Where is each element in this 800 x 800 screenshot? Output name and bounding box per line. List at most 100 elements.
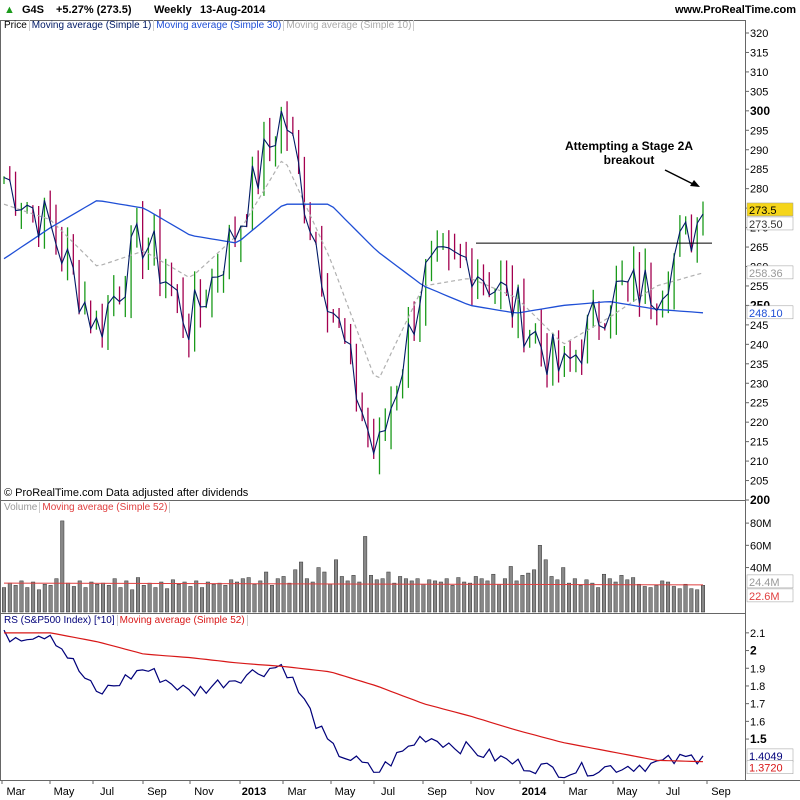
volume-bar	[398, 576, 403, 613]
volume-bar	[473, 576, 478, 613]
volume-bar	[71, 586, 76, 613]
volume-bar	[118, 587, 123, 613]
volume-bar	[95, 583, 100, 613]
volume-bar	[281, 576, 286, 613]
price-tick-label: 280	[750, 184, 768, 196]
price-tick-label: 320	[750, 28, 768, 40]
panel-frames	[0, 20, 800, 781]
volume-bar	[409, 580, 414, 613]
ma30-line	[3, 200, 704, 314]
price-tick-label: 305	[750, 86, 768, 98]
volume-bar	[444, 578, 449, 613]
volume-bar	[549, 576, 554, 613]
volume-bar	[246, 577, 251, 613]
rs-tick-label: 2.1	[750, 628, 765, 640]
volume-bar	[188, 586, 193, 613]
volume-bar	[677, 588, 682, 613]
volume-bar	[229, 579, 234, 613]
legend-rs-ma[interactable]: Moving average (Simple 52)	[117, 615, 248, 626]
price-footer: © ProRealTime.com Data adjusted after di…	[4, 487, 249, 499]
volume-bar	[619, 575, 624, 613]
last-price-label-box	[746, 202, 794, 217]
rs-series	[3, 629, 704, 779]
rs-tick-label: 2	[750, 644, 757, 658]
volume-bar	[351, 575, 356, 613]
ma10-value-label: 273.50	[749, 219, 783, 231]
x-tick-label: 2014	[522, 786, 547, 798]
volume-tick-label: 80M	[750, 518, 771, 530]
volume-bar	[427, 579, 432, 613]
annotation-arrowhead	[690, 180, 700, 187]
rs-tick-label: 1.6	[750, 716, 765, 728]
volume-ma-label2-box	[746, 588, 794, 603]
price-tick-label: 210	[750, 456, 768, 468]
annotations: Attempting a Stage 2A breakout © ProReal…	[4, 139, 712, 499]
price-tick-label: 240	[750, 339, 768, 351]
legend-volume-ma[interactable]: Moving average (Simple 52)	[40, 502, 171, 513]
x-tick-label: 2013	[242, 786, 266, 798]
legend-ma30[interactable]: Moving average (Simple 30)	[154, 20, 285, 31]
volume-bar	[636, 583, 641, 613]
volume-bar	[194, 580, 199, 613]
x-tick-label: Jul	[381, 786, 395, 798]
annotation-text-2: breakout	[604, 153, 655, 167]
volume-bar	[386, 571, 391, 613]
volume-bar	[89, 581, 94, 613]
volume-bar	[666, 581, 671, 613]
volume-bar	[642, 586, 647, 613]
rs-tick-label: 1.5	[750, 732, 767, 746]
legend-volume[interactable]: Volume	[2, 502, 41, 513]
period-label: Weekly	[154, 4, 192, 16]
volume-bar	[112, 578, 117, 613]
volume-bar	[83, 587, 88, 613]
x-tick-label: May	[335, 786, 356, 798]
x-tick-label: Sep	[427, 786, 447, 798]
legend-price[interactable]: Price	[2, 20, 30, 31]
volume-bar	[135, 577, 140, 613]
legend-ma1[interactable]: Moving average (Simple 1)	[29, 20, 155, 31]
volume-bar	[555, 579, 560, 613]
rs-ma-label-box	[746, 760, 794, 774]
volume-bar	[217, 582, 222, 613]
volume-bar	[42, 583, 47, 613]
rs-line	[3, 629, 704, 779]
rs-ma-label: 1.3720	[749, 763, 783, 775]
price-tick-label: 300	[750, 104, 770, 118]
volume-bar	[299, 561, 304, 613]
volume-bar	[205, 581, 210, 613]
chart-header: ▲ G4S +5.27% (273.5) Weekly 13-Aug-2014 …	[0, 0, 800, 20]
volume-bar	[479, 578, 484, 613]
x-tick-label: Jul	[100, 786, 114, 798]
rs-value-label: 1.4049	[749, 751, 783, 763]
volume-bar	[106, 585, 111, 613]
legend-ma10[interactable]: Moving average (Simple 10)	[284, 20, 415, 31]
x-tick-label: Sep	[147, 786, 167, 798]
volume-bar	[438, 581, 443, 613]
volume-bar	[543, 559, 548, 613]
volume-bar	[689, 588, 694, 613]
volume-bar	[345, 580, 350, 613]
price-tick-label: 205	[750, 476, 768, 488]
volume-bar	[514, 580, 519, 613]
volume-bar	[147, 582, 152, 613]
volume-bar	[264, 571, 269, 613]
price-tick-label: 265	[750, 242, 768, 254]
volume-bar	[374, 579, 379, 613]
volume-bar	[170, 579, 175, 613]
volume-bar	[415, 578, 420, 613]
volume-bar	[19, 580, 24, 613]
volume-bar	[328, 583, 333, 613]
ma-value-label-a-box	[746, 265, 794, 280]
volume-bar	[578, 585, 583, 613]
legend-rs[interactable]: RS (S&P500 Index) [*10]	[2, 615, 118, 626]
volume-bar	[572, 578, 577, 613]
volume-bar	[526, 572, 531, 613]
rs-tick-label: 1.7	[750, 699, 765, 711]
volume-bar	[153, 587, 158, 613]
volume-bar	[421, 583, 426, 613]
volume-bar	[310, 581, 315, 613]
volume-bar	[368, 575, 373, 613]
volume-bar	[456, 577, 461, 613]
volume-bar	[2, 587, 6, 613]
x-tick-label: Mar	[7, 786, 26, 798]
